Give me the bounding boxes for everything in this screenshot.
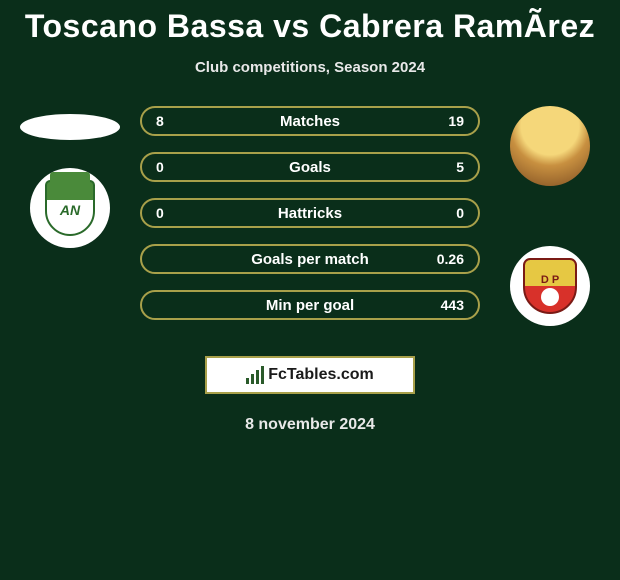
club-right-badge-text: D P	[525, 274, 575, 286]
stat-left-value: 8	[156, 113, 206, 129]
shield-icon: AN	[45, 180, 95, 236]
stat-label: Matches	[206, 113, 414, 130]
stat-row-matches: 8 Matches 19	[140, 106, 480, 136]
stat-left-value: 0	[156, 159, 206, 175]
stat-row-hattricks: 0 Hattricks 0	[140, 198, 480, 228]
stat-right-value: 0.26	[414, 251, 464, 267]
date-text: 8 november 2024	[0, 416, 620, 434]
branding-text: FcTables.com	[268, 366, 374, 384]
stat-right-value: 19	[414, 113, 464, 129]
stat-label: Min per goal	[206, 297, 414, 314]
stat-right-value: 443	[414, 297, 464, 313]
comparison-area: AN D P 8 Matches 19 0 Goals 5 0 Hattrick…	[0, 106, 620, 346]
stat-label: Goals	[206, 159, 414, 176]
stat-row-goals: 0 Goals 5	[140, 152, 480, 182]
club-left-badge-text: AN	[47, 202, 93, 218]
stat-right-value: 0	[414, 205, 464, 221]
player-right-avatar	[510, 106, 590, 186]
stat-left-value: 0	[156, 205, 206, 221]
bar-chart-icon	[246, 366, 264, 384]
club-left-badge: AN	[30, 168, 110, 248]
branding-box: FcTables.com	[205, 356, 415, 394]
shield-icon: D P	[523, 258, 577, 314]
stat-label: Goals per match	[206, 251, 414, 268]
player-left-avatar	[20, 114, 120, 140]
stat-row-min-per-goal: Min per goal 443	[140, 290, 480, 320]
ball-icon	[541, 288, 559, 306]
page-title: Toscano Bassa vs Cabrera RamÃ­rez	[0, 0, 620, 45]
subtitle: Club competitions, Season 2024	[0, 59, 620, 76]
stat-right-value: 5	[414, 159, 464, 175]
stat-row-goals-per-match: Goals per match 0.26	[140, 244, 480, 274]
stats-list: 8 Matches 19 0 Goals 5 0 Hattricks 0 Goa…	[140, 106, 480, 336]
club-right-badge: D P	[510, 246, 590, 326]
stat-label: Hattricks	[206, 205, 414, 222]
